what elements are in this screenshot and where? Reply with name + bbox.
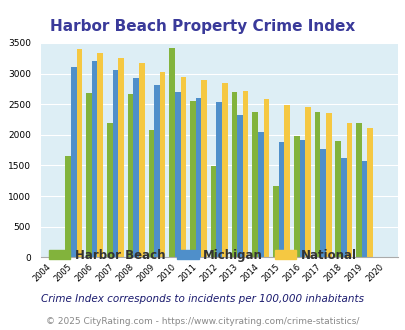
Bar — [65, 156, 71, 257]
Bar — [195, 98, 201, 257]
Bar — [222, 83, 227, 257]
Bar — [190, 101, 195, 257]
Bar — [216, 102, 222, 257]
Bar — [252, 112, 257, 257]
Bar — [71, 67, 77, 257]
Bar — [355, 122, 361, 257]
Text: © 2025 CityRating.com - https://www.cityrating.com/crime-statistics/: © 2025 CityRating.com - https://www.city… — [46, 317, 359, 326]
Bar — [320, 149, 325, 257]
Bar — [273, 186, 278, 257]
Bar — [346, 122, 352, 257]
Bar — [175, 92, 180, 257]
Text: Crime Index corresponds to incidents per 100,000 inhabitants: Crime Index corresponds to incidents per… — [41, 294, 364, 304]
Text: Harbor Beach Property Crime Index: Harbor Beach Property Crime Index — [50, 19, 355, 34]
Bar — [299, 140, 305, 257]
Bar — [263, 99, 269, 257]
Bar — [314, 112, 320, 257]
Legend: Harbor Beach, Michigan, National: Harbor Beach, Michigan, National — [44, 244, 361, 266]
Bar — [210, 166, 216, 257]
Bar — [118, 58, 124, 257]
Bar — [77, 49, 82, 257]
Bar — [154, 84, 159, 257]
Bar — [325, 113, 331, 257]
Bar — [231, 92, 237, 257]
Bar — [340, 157, 346, 257]
Bar — [107, 122, 112, 257]
Bar — [335, 141, 340, 257]
Bar — [242, 91, 248, 257]
Bar — [367, 128, 372, 257]
Bar — [293, 136, 299, 257]
Bar — [128, 94, 133, 257]
Bar — [148, 130, 154, 257]
Bar — [237, 115, 242, 257]
Bar — [159, 72, 165, 257]
Bar — [97, 53, 103, 257]
Bar — [201, 80, 207, 257]
Bar — [133, 78, 139, 257]
Bar — [361, 161, 367, 257]
Bar — [112, 71, 118, 257]
Bar — [169, 49, 175, 257]
Bar — [305, 107, 310, 257]
Bar — [139, 62, 144, 257]
Bar — [257, 132, 263, 257]
Bar — [86, 93, 92, 257]
Bar — [92, 61, 97, 257]
Bar — [180, 77, 185, 257]
Bar — [278, 142, 284, 257]
Bar — [284, 105, 289, 257]
